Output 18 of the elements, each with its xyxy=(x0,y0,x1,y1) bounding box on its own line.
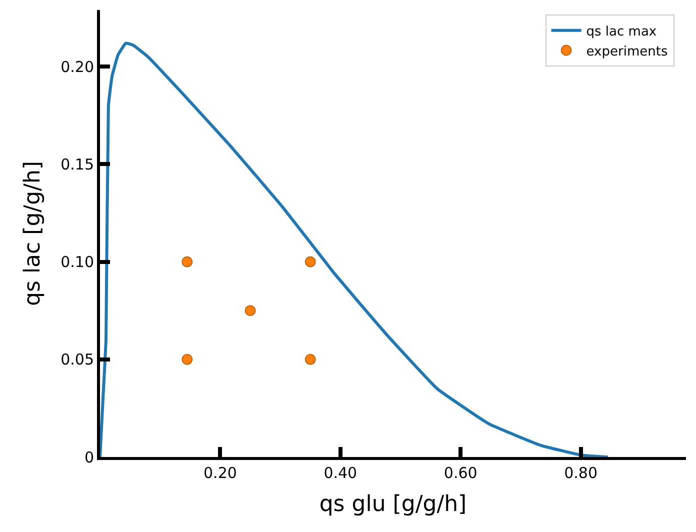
point xyxy=(304,354,316,365)
x-tick-label: 0.60 xyxy=(444,464,478,482)
x-tick-label: 0.20 xyxy=(204,464,237,482)
legend-label: qs lac max xyxy=(586,24,657,40)
y-tick-label: 0.15 xyxy=(60,155,94,174)
y-tick-label: 0.10 xyxy=(60,253,94,272)
point xyxy=(304,256,316,268)
y-tick-label: 0.20 xyxy=(60,58,94,76)
point xyxy=(244,305,256,316)
x-tick-label: 0.40 xyxy=(324,464,358,482)
y-axis-title: qs lac [g/g/h] xyxy=(20,161,46,306)
legend-label: experiments xyxy=(586,44,668,60)
x-axis-title: qs glu [g/g/h] xyxy=(319,492,467,517)
y-tick-label: 0 xyxy=(84,448,94,466)
point xyxy=(182,256,193,268)
y-tick-label: 0.05 xyxy=(60,350,94,369)
x-tick-label: 0.80 xyxy=(564,464,598,482)
point xyxy=(182,354,193,365)
